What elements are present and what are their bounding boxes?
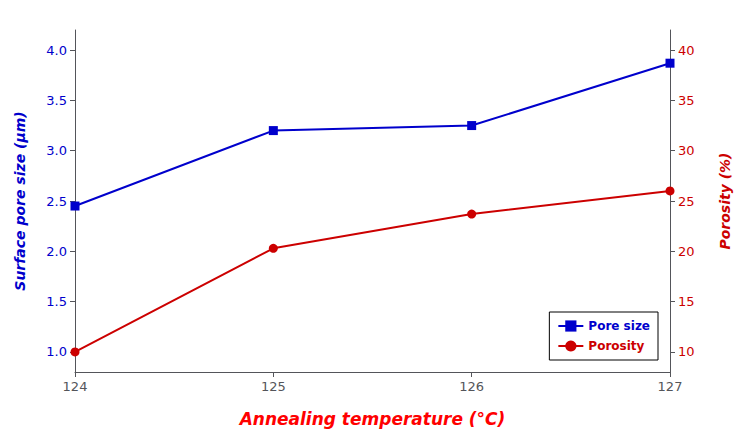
svg-text:10: 10 xyxy=(678,344,695,359)
svg-text:40: 40 xyxy=(678,43,695,58)
svg-text:127: 127 xyxy=(658,379,683,394)
svg-text:1.5: 1.5 xyxy=(46,294,67,309)
svg-text:124: 124 xyxy=(63,379,88,394)
svg-text:4.0: 4.0 xyxy=(46,43,67,58)
svg-text:Porosity (%): Porosity (%) xyxy=(717,152,733,249)
svg-text:Pore size: Pore size xyxy=(588,319,650,333)
svg-text:Porosity: Porosity xyxy=(588,339,644,353)
svg-text:2.0: 2.0 xyxy=(46,244,67,259)
svg-text:35: 35 xyxy=(678,93,695,108)
svg-text:20: 20 xyxy=(678,244,695,259)
svg-text:15: 15 xyxy=(678,294,695,309)
svg-text:1.0: 1.0 xyxy=(46,344,67,359)
svg-text:25: 25 xyxy=(678,194,695,209)
svg-text:30: 30 xyxy=(678,143,695,158)
svg-text:126: 126 xyxy=(459,379,484,394)
svg-text:3.5: 3.5 xyxy=(46,93,67,108)
svg-text:3.0: 3.0 xyxy=(46,143,67,158)
svg-text:2.5: 2.5 xyxy=(46,194,67,209)
svg-text:Annealing temperature (°C): Annealing temperature (°C) xyxy=(238,409,506,429)
svg-text:Surface pore size (μm): Surface pore size (μm) xyxy=(12,111,28,290)
svg-text:125: 125 xyxy=(261,379,286,394)
